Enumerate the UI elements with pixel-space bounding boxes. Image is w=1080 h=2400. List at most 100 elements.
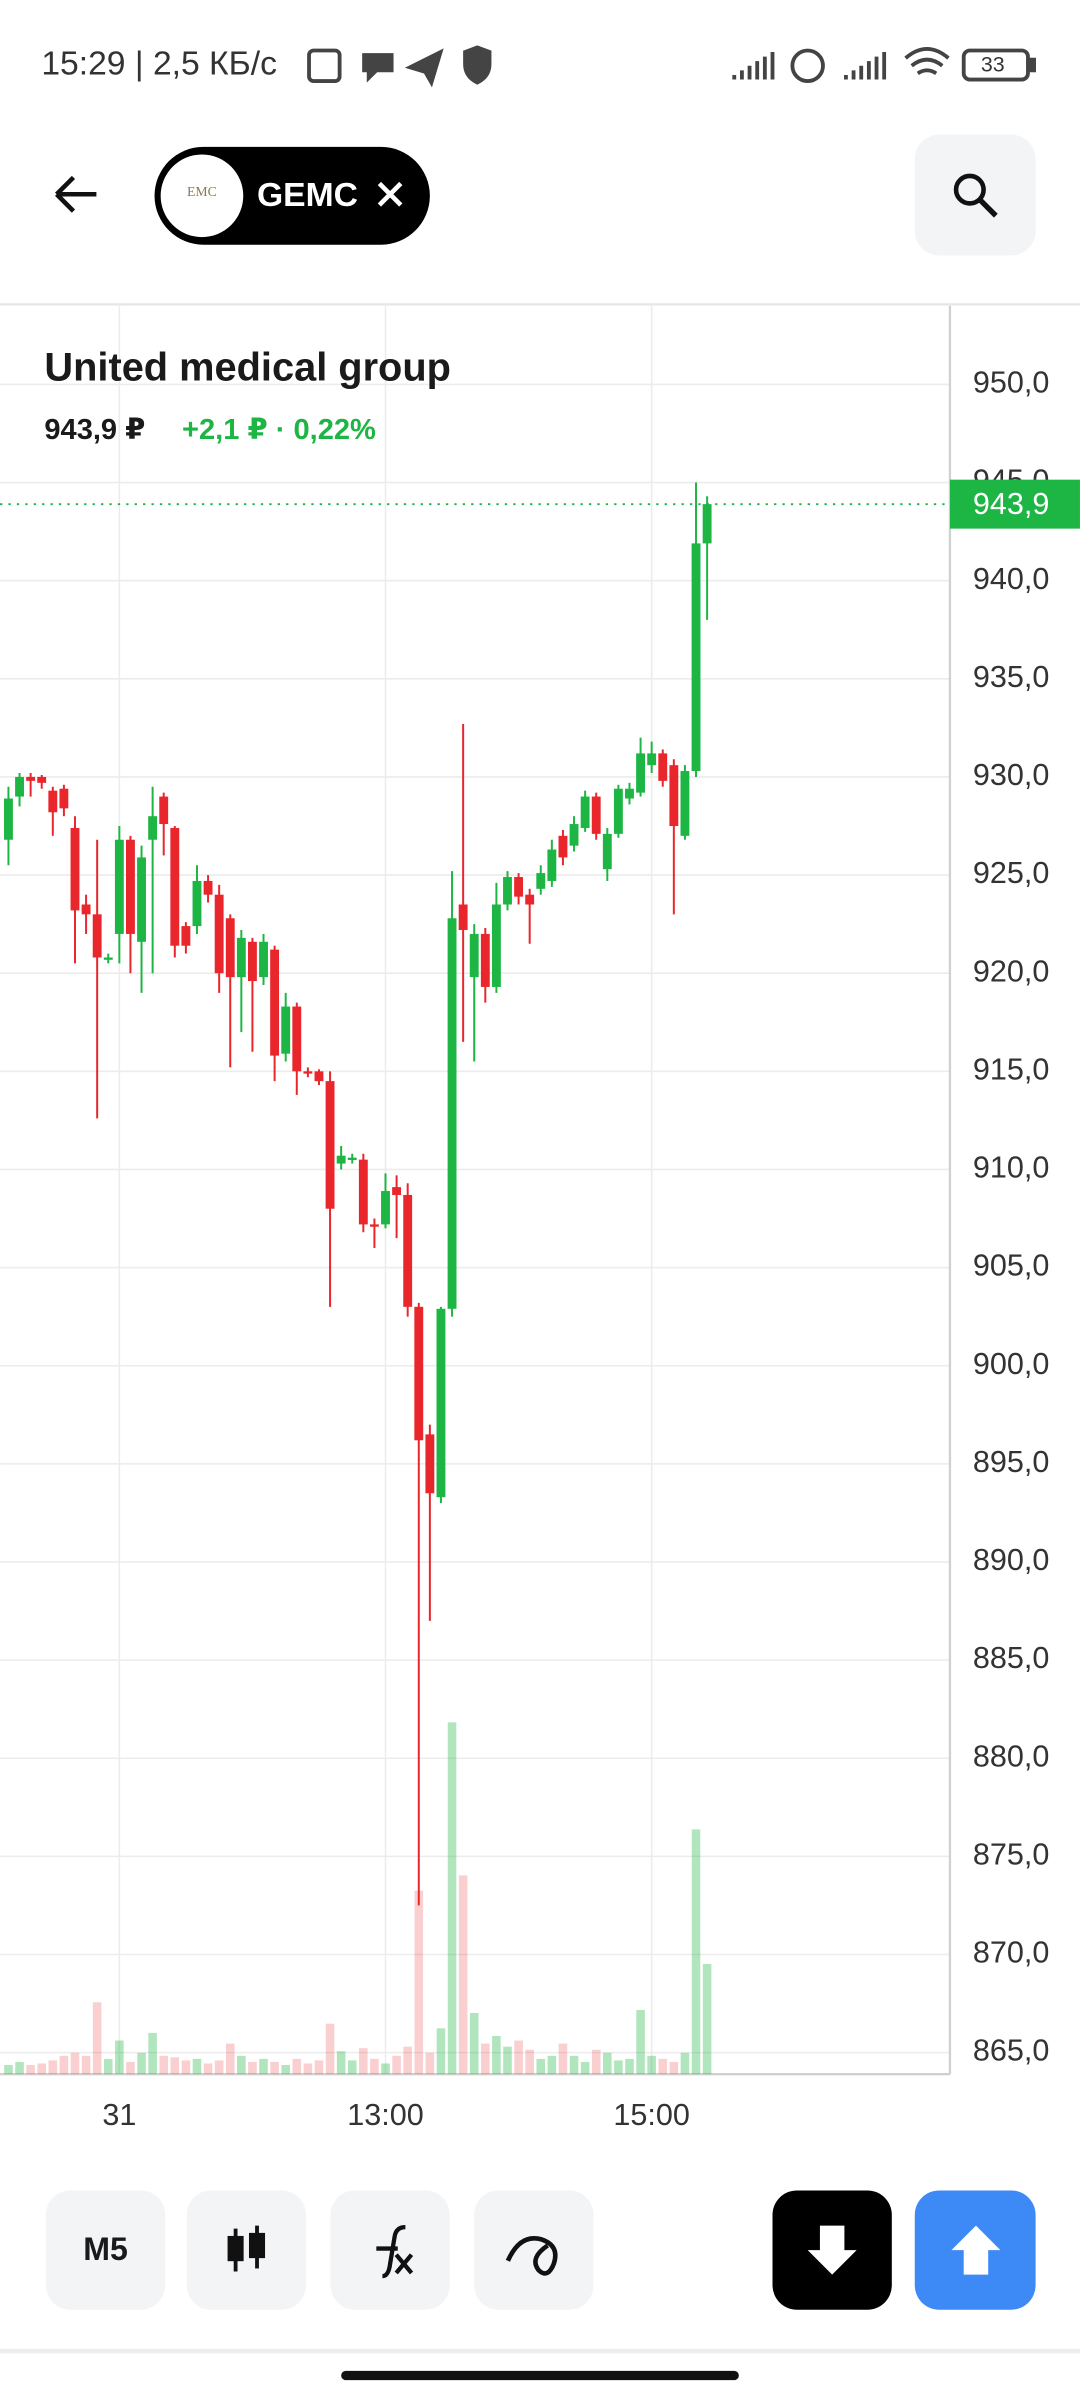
candle-body xyxy=(325,1081,335,1209)
candle-body xyxy=(92,914,102,958)
sell-icon xyxy=(807,2225,857,2275)
candle-body xyxy=(270,949,280,1056)
volume-bar xyxy=(70,2052,80,2075)
y-tick-label: 930,0 xyxy=(973,758,1050,792)
candle-body xyxy=(469,933,479,978)
x-tick-label: 15:00 xyxy=(613,2098,690,2132)
drawing-button[interactable] xyxy=(474,2190,594,2310)
y-tick-label: 925,0 xyxy=(973,856,1050,890)
candle-body xyxy=(214,894,224,974)
volume-bar xyxy=(26,2065,35,2075)
volume-bar xyxy=(558,2043,568,2075)
candle-body xyxy=(369,1224,379,1227)
candle-body xyxy=(81,904,91,915)
ticker-name: GEMC xyxy=(257,177,358,214)
volume-bar xyxy=(159,2055,168,2075)
volume-bar xyxy=(336,2051,346,2075)
volume-bar xyxy=(525,2049,534,2075)
candle-body xyxy=(503,877,512,905)
y-tick-label: 885,0 xyxy=(973,1641,1050,1675)
volume-bar xyxy=(569,2055,579,2075)
volume-bar xyxy=(347,2060,357,2075)
candle-body xyxy=(192,880,202,927)
search-icon xyxy=(953,173,986,206)
candle-body xyxy=(37,776,47,783)
x-tick-label: 13:00 xyxy=(347,2098,424,2132)
volume-bar xyxy=(591,2049,601,2075)
candle-body xyxy=(281,1006,291,1054)
candle-body xyxy=(536,873,546,889)
candle-body xyxy=(680,771,690,836)
volume-bar xyxy=(126,2061,135,2075)
search-icon xyxy=(978,198,998,218)
volume-bar xyxy=(214,2060,224,2075)
candle-body xyxy=(613,788,623,834)
volume-bar xyxy=(492,2035,501,2075)
candle-body xyxy=(658,753,668,781)
volume-bar xyxy=(37,2063,47,2075)
candle-body xyxy=(225,918,235,978)
candle-body xyxy=(347,1157,357,1160)
chart: 865,0 870,0 875,0 880,0 885,0 890,0 895,0 900,0… xyxy=(0,305,1080,2132)
x-tick-label: 31 xyxy=(102,2098,136,2132)
volume-bar xyxy=(170,2057,180,2075)
volume-bar xyxy=(92,2002,102,2075)
status-time: 15:29 | 2,5 КБ/с xyxy=(41,46,277,83)
candle-body xyxy=(458,904,468,931)
y-tick-label: 880,0 xyxy=(973,1739,1050,1773)
candle-body xyxy=(425,1434,435,1494)
y-tick-label: 865,0 xyxy=(973,2034,1050,2068)
volume-bar xyxy=(436,2028,446,2075)
volume-bar xyxy=(481,2043,490,2075)
volume-bar xyxy=(137,2052,146,2075)
back-button[interactable] xyxy=(55,175,97,213)
candle-body xyxy=(647,753,657,766)
chip-close[interactable] xyxy=(377,181,403,207)
candle-body xyxy=(525,894,535,905)
volume-bar xyxy=(59,2055,69,2075)
volume-bar xyxy=(314,2060,324,2075)
y-tick-label: 920,0 xyxy=(973,954,1050,988)
candle-body xyxy=(59,788,69,809)
candle-body xyxy=(137,857,146,942)
volume-bar xyxy=(359,2048,368,2075)
candle-body xyxy=(170,827,180,946)
candle-body xyxy=(159,796,169,825)
candle-body xyxy=(414,1306,424,1441)
candle-body xyxy=(547,849,557,881)
y-tick-label: 950,0 xyxy=(973,366,1050,400)
status-icons xyxy=(307,45,1036,88)
y-tick-label: 935,0 xyxy=(973,660,1050,694)
chart-type-button[interactable] xyxy=(186,2190,306,2310)
y-tick-label: 870,0 xyxy=(973,1936,1050,1970)
last-price-tag xyxy=(949,479,1080,529)
volume-bar xyxy=(270,2061,279,2075)
candle-body xyxy=(569,824,579,846)
candle-body xyxy=(203,880,213,895)
volume-bar xyxy=(115,2040,124,2075)
candle-body xyxy=(602,833,612,870)
volume-bar xyxy=(647,2055,656,2075)
candle-body xyxy=(181,926,191,946)
volume-bar xyxy=(237,2055,246,2075)
candle-body xyxy=(103,957,113,960)
volume-bar xyxy=(303,2063,313,2075)
volume-bar xyxy=(325,2023,335,2075)
volume-bar xyxy=(103,2058,113,2075)
ticker-logo xyxy=(160,154,244,238)
candle-body xyxy=(15,776,24,797)
volume-bar xyxy=(503,2046,512,2075)
volume-bar xyxy=(292,2058,302,2075)
y-tick-label: 940,0 xyxy=(973,562,1050,596)
indicators-icon xyxy=(376,2225,414,2279)
search-button[interactable] xyxy=(914,134,1036,256)
interval-button[interactable] xyxy=(45,2190,166,2310)
last-price-label: 943,9 xyxy=(973,487,1050,521)
candle-body xyxy=(247,941,257,982)
volume-bar xyxy=(248,2061,257,2075)
volume-bar xyxy=(514,2040,523,2075)
volume-bar xyxy=(680,2052,690,2075)
candle-body xyxy=(336,1155,346,1164)
volume-bar xyxy=(580,2061,590,2075)
